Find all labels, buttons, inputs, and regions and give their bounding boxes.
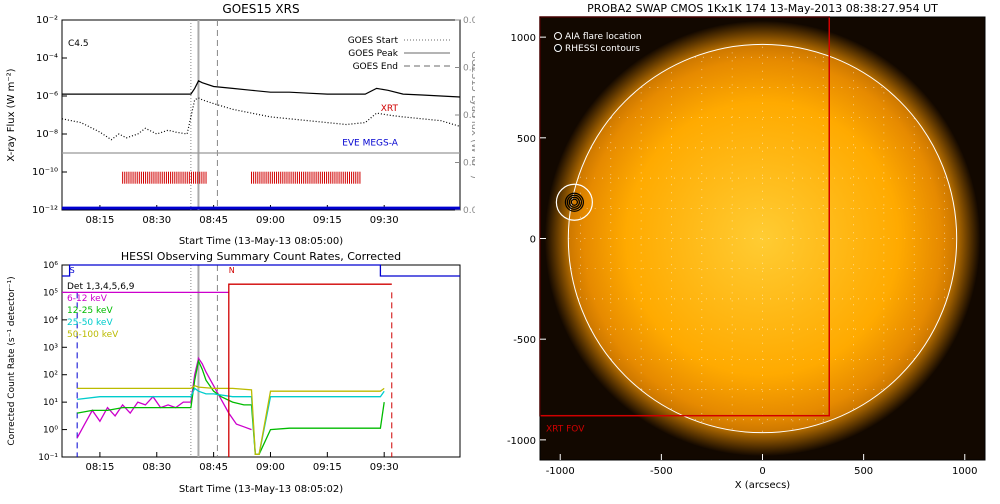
swap-xlabel: X (arcsecs)	[735, 480, 791, 491]
hessi-legend-label: 6-12 keV	[67, 294, 108, 304]
hessi-title: HESSI Observing Summary Count Rates, Cor…	[121, 250, 401, 263]
goes-series-label: XRT	[381, 104, 399, 114]
goes-class-label: C4.5	[68, 39, 89, 49]
swap-xtick-label: -1000	[546, 466, 575, 477]
goes-series-label: EVE MEGS-A	[342, 138, 399, 148]
hessi-series-line-6	[228, 283, 392, 457]
hessi-ytick-label: 10⁵	[43, 288, 58, 298]
goes-ytick-label: 10⁻⁸	[36, 129, 58, 140]
swap-ytick-label: 0	[530, 235, 536, 246]
goes-xlabel: Start Time (13-May-13 08:05:00)	[179, 236, 343, 247]
swap-ytick-label: -500	[513, 335, 536, 346]
goes-xtick-label: 09:30	[370, 215, 399, 226]
hessi-ytick-label: 10⁰	[43, 426, 58, 436]
swap-svg: XRT FOV PROBA2 SWAP CMOS 1Kx1K 174 13-May…	[507, 2, 986, 491]
hessi-series-line-4	[62, 264, 460, 277]
hessi-xtick-label: 09:00	[256, 462, 285, 473]
goes-xtick-label: 08:45	[199, 215, 228, 226]
goes-ytick-label: 10⁻⁴	[36, 53, 58, 64]
hessi-legend-label: Det 1,3,4,5,6,9	[67, 282, 135, 292]
hessi-count-rate-chart: HESSI Observing Summary Count Rates, Cor…	[0, 250, 475, 500]
goes-ytick-label: 10⁻⁶	[36, 91, 58, 102]
goes-xrs-chart: GOES15 XRS Start Time (13-May-13 08:05:00…	[0, 0, 489, 250]
swap-xtick-label: 500	[854, 466, 873, 477]
swap-legend-marker	[554, 32, 562, 40]
hessi-series-line-0	[76, 356, 252, 439]
goes-ytick-label: 10⁻²	[36, 15, 58, 26]
hessi-svg: HESSI Observing Summary Count Rates, Cor…	[7, 250, 461, 495]
swap-legend-label: AIA flare location	[565, 32, 642, 42]
goes-legend-label: GOES Start	[348, 36, 399, 46]
swap-xtick-label: 0	[759, 466, 765, 477]
goes-series-line-1	[61, 97, 461, 141]
goes-series-line-0	[62, 79, 461, 98]
goes-title: GOES15 XRS	[222, 2, 299, 16]
hessi-flag-label: S	[70, 266, 75, 275]
swap-ytick-label: 1000	[511, 33, 536, 44]
hessi-xtick-label: 08:45	[199, 462, 228, 473]
goes-ytick-right-label: 0.007	[463, 159, 475, 169]
goes-ylabel: X-ray Flux (W m⁻²)	[6, 68, 17, 161]
hessi-ytick-label: 10³	[43, 343, 58, 353]
rhessi-contour	[570, 198, 578, 206]
hessi-ytick-label: 10⁴	[43, 316, 58, 326]
xrt-fov-label: XRT FOV	[546, 425, 585, 435]
aia-flare-circle	[555, 183, 593, 221]
swap-title: PROBA2 SWAP CMOS 1Kx1K 174 13-May-2013 0…	[587, 2, 938, 15]
rhessi-contour	[564, 192, 584, 212]
swap-xtick-label: -500	[650, 466, 673, 477]
hessi-legend-label: 50-100 keV	[67, 330, 119, 340]
hessi-ytick-label: 10⁶	[43, 261, 58, 271]
goes-xrs-svg: GOES15 XRS Start Time (13-May-13 08:05:00…	[6, 2, 489, 247]
goes-xtick-label: 08:15	[85, 215, 114, 226]
hessi-xtick-label: 08:30	[142, 462, 171, 473]
swap-ytick-label: -1000	[507, 436, 536, 447]
hessi-legend-label: 25-50 keV	[67, 318, 113, 328]
goes-xtick-label: 09:00	[256, 215, 285, 226]
hessi-legend-label: 12-25 keV	[67, 306, 113, 316]
goes-plot-frame	[61, 19, 461, 211]
rhessi-contour	[568, 196, 580, 208]
goes-ytick-right-label: 0.010	[463, 16, 475, 26]
hessi-series-line-1	[77, 358, 385, 455]
hessi-ytick-label: 10²	[43, 371, 58, 381]
hessi-xlabel: Start Time (13-May-13 08:05:02)	[179, 484, 343, 495]
goes-xtick-label: 08:30	[142, 215, 171, 226]
hessi-xtick-label: 09:30	[370, 462, 399, 473]
goes-ytick-label: 10⁻¹²	[32, 205, 58, 216]
hessi-series-line-3	[77, 384, 385, 455]
sun-disk	[568, 44, 957, 433]
hessi-xtick-label: 08:15	[85, 462, 114, 473]
goes-legend-label: GOES Peak	[348, 49, 398, 59]
goes-legend-label: GOES End	[353, 62, 398, 72]
goes-ytick-right-label: 0.009	[463, 64, 475, 74]
swap-legend-marker	[554, 44, 562, 52]
goes-ytick-label: 10⁻¹⁰	[32, 167, 58, 178]
hessi-ylabel: Corrected Count Rate (s⁻¹ detector⁻¹)	[7, 276, 17, 445]
swap-solar-image: XRT FOV PROBA2 SWAP CMOS 1Kx1K 174 13-May…	[495, 0, 1000, 500]
goes-ylabel-right: GOES15 Lya Flux (W m⁻²)	[469, 51, 475, 179]
hessi-flag-label: N	[229, 266, 235, 275]
hessi-ytick-label: 10⁻¹	[38, 453, 58, 463]
swap-xtick-label: 1000	[952, 466, 977, 477]
hessi-ytick-label: 10¹	[43, 398, 58, 408]
swap-legend-label: RHESSI contours	[565, 44, 640, 54]
hessi-plot-frame	[61, 264, 461, 458]
hessi-xtick-label: 09:15	[313, 462, 342, 473]
sun-limb	[567, 43, 958, 434]
hessi-series-line-2	[77, 387, 385, 455]
goes-ytick-right-label: 0.006	[463, 206, 475, 216]
swap-ytick-label: 500	[517, 134, 536, 145]
goes-ytick-right-label: 0.008	[463, 111, 475, 121]
goes-xtick-label: 09:15	[313, 215, 342, 226]
rhessi-contour	[566, 194, 582, 210]
